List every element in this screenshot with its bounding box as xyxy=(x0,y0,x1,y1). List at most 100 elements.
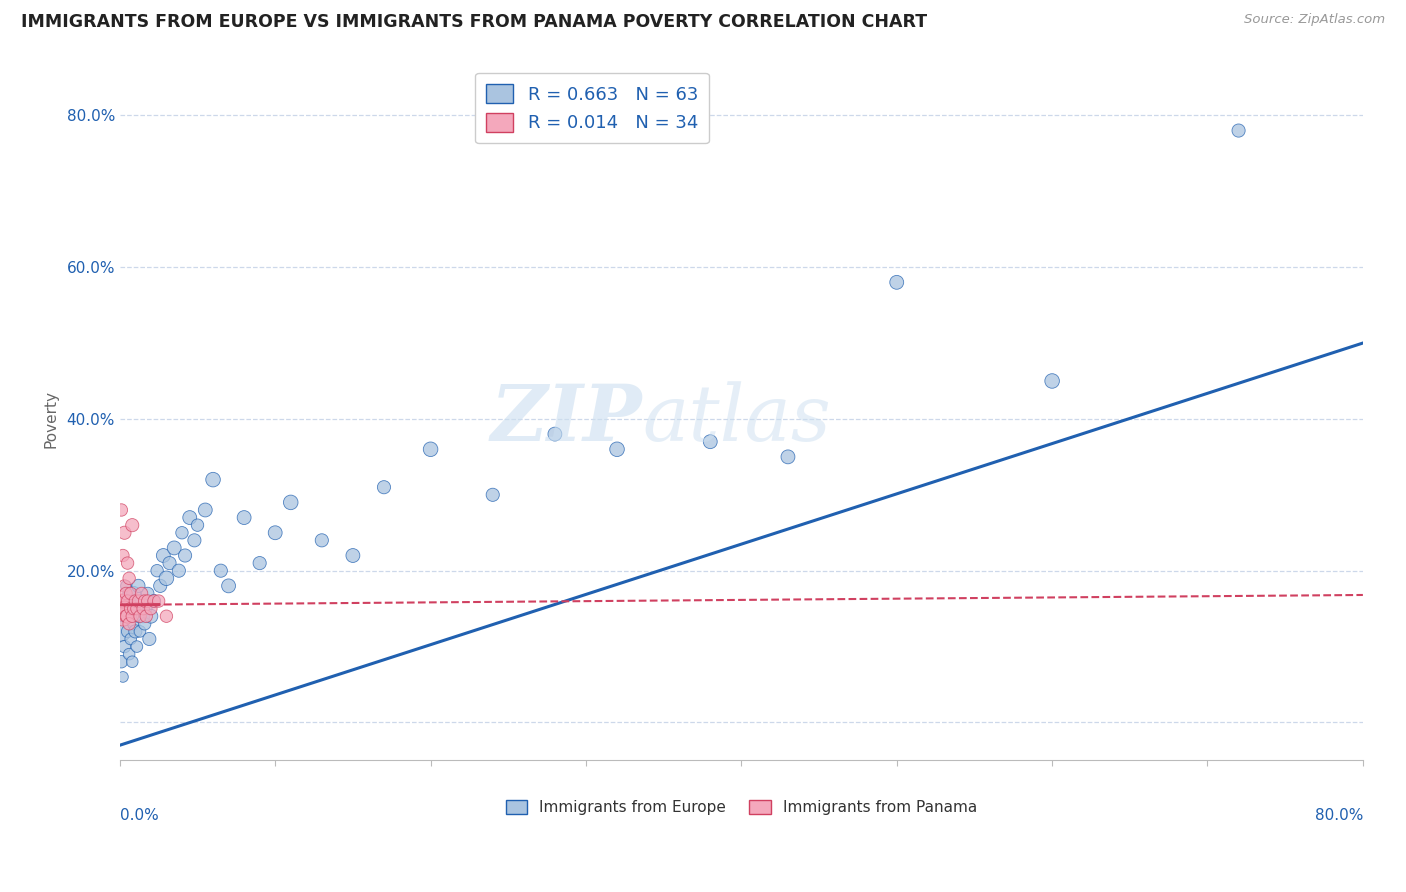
Point xyxy=(174,549,197,563)
Point xyxy=(118,571,141,585)
Point xyxy=(136,586,159,600)
Point xyxy=(146,564,169,578)
Legend: Immigrants from Europe, Immigrants from Panama: Immigrants from Europe, Immigrants from … xyxy=(499,794,983,821)
Point xyxy=(419,442,441,457)
Point xyxy=(111,594,134,608)
Point xyxy=(159,556,181,570)
Point xyxy=(124,624,146,639)
Point xyxy=(115,579,138,593)
Point xyxy=(118,647,141,661)
Point xyxy=(209,564,232,578)
Point xyxy=(129,609,152,624)
Point xyxy=(135,601,157,615)
Point xyxy=(132,601,155,615)
Text: 80.0%: 80.0% xyxy=(1315,808,1362,823)
Text: IMMIGRANTS FROM EUROPE VS IMMIGRANTS FROM PANAMA POVERTY CORRELATION CHART: IMMIGRANTS FROM EUROPE VS IMMIGRANTS FRO… xyxy=(21,13,927,31)
Point xyxy=(115,586,138,600)
Point xyxy=(155,571,177,585)
Text: 0.0%: 0.0% xyxy=(120,808,159,823)
Point xyxy=(120,586,142,600)
Point xyxy=(149,579,172,593)
Point xyxy=(110,594,132,608)
Point xyxy=(179,510,201,524)
Point xyxy=(110,503,132,517)
Point xyxy=(1040,374,1063,388)
Point xyxy=(111,670,134,684)
Point xyxy=(120,609,142,624)
Point xyxy=(544,427,567,442)
Point xyxy=(114,579,136,593)
Point xyxy=(776,450,799,464)
Point xyxy=(280,495,302,509)
Point xyxy=(143,594,166,608)
Point xyxy=(131,586,153,600)
Point xyxy=(186,518,208,533)
Point xyxy=(117,624,139,639)
Point xyxy=(124,594,146,608)
Point xyxy=(311,533,333,548)
Point xyxy=(131,594,153,608)
Point xyxy=(114,640,136,654)
Point xyxy=(183,533,205,548)
Point xyxy=(114,609,136,624)
Point xyxy=(152,549,174,563)
Point xyxy=(202,473,225,487)
Point xyxy=(111,549,134,563)
Point xyxy=(233,510,256,524)
Point xyxy=(886,276,908,290)
Point xyxy=(122,586,145,600)
Point xyxy=(139,609,162,624)
Point xyxy=(111,609,134,624)
Point xyxy=(218,579,240,593)
Point xyxy=(121,609,143,624)
Point xyxy=(117,601,139,615)
Point xyxy=(110,624,132,639)
Point xyxy=(163,541,186,555)
Point xyxy=(194,503,217,517)
Point xyxy=(120,601,142,615)
Point xyxy=(127,609,149,624)
Point xyxy=(114,525,136,540)
Point xyxy=(122,601,145,615)
Point xyxy=(155,609,177,624)
Point xyxy=(134,616,156,631)
Text: ZIP: ZIP xyxy=(491,381,643,458)
Point xyxy=(481,488,503,502)
Point xyxy=(127,594,149,608)
Point xyxy=(167,564,190,578)
Point xyxy=(117,609,139,624)
Y-axis label: Poverty: Poverty xyxy=(44,390,58,448)
Point xyxy=(134,594,156,608)
Point xyxy=(121,518,143,533)
Text: Source: ZipAtlas.com: Source: ZipAtlas.com xyxy=(1244,13,1385,27)
Point xyxy=(110,655,132,669)
Point xyxy=(117,556,139,570)
Point xyxy=(170,525,193,540)
Point xyxy=(111,594,134,608)
Point xyxy=(148,594,170,608)
Point xyxy=(125,601,148,615)
Point xyxy=(118,586,141,600)
Point xyxy=(115,609,138,624)
Point xyxy=(373,480,395,494)
Text: atlas: atlas xyxy=(643,381,831,457)
Point xyxy=(110,601,132,615)
Point xyxy=(249,556,271,570)
Point xyxy=(264,525,287,540)
Point xyxy=(124,601,146,615)
Point xyxy=(143,594,166,608)
Point xyxy=(138,632,160,646)
Point xyxy=(132,609,155,624)
Point xyxy=(125,640,148,654)
Point xyxy=(114,601,136,615)
Point xyxy=(129,624,152,639)
Point xyxy=(121,594,143,608)
Point xyxy=(1227,123,1250,137)
Point xyxy=(606,442,628,457)
Point xyxy=(139,601,162,615)
Point xyxy=(121,655,143,669)
Point xyxy=(699,434,721,449)
Point xyxy=(120,632,142,646)
Point xyxy=(127,579,149,593)
Point xyxy=(118,616,141,631)
